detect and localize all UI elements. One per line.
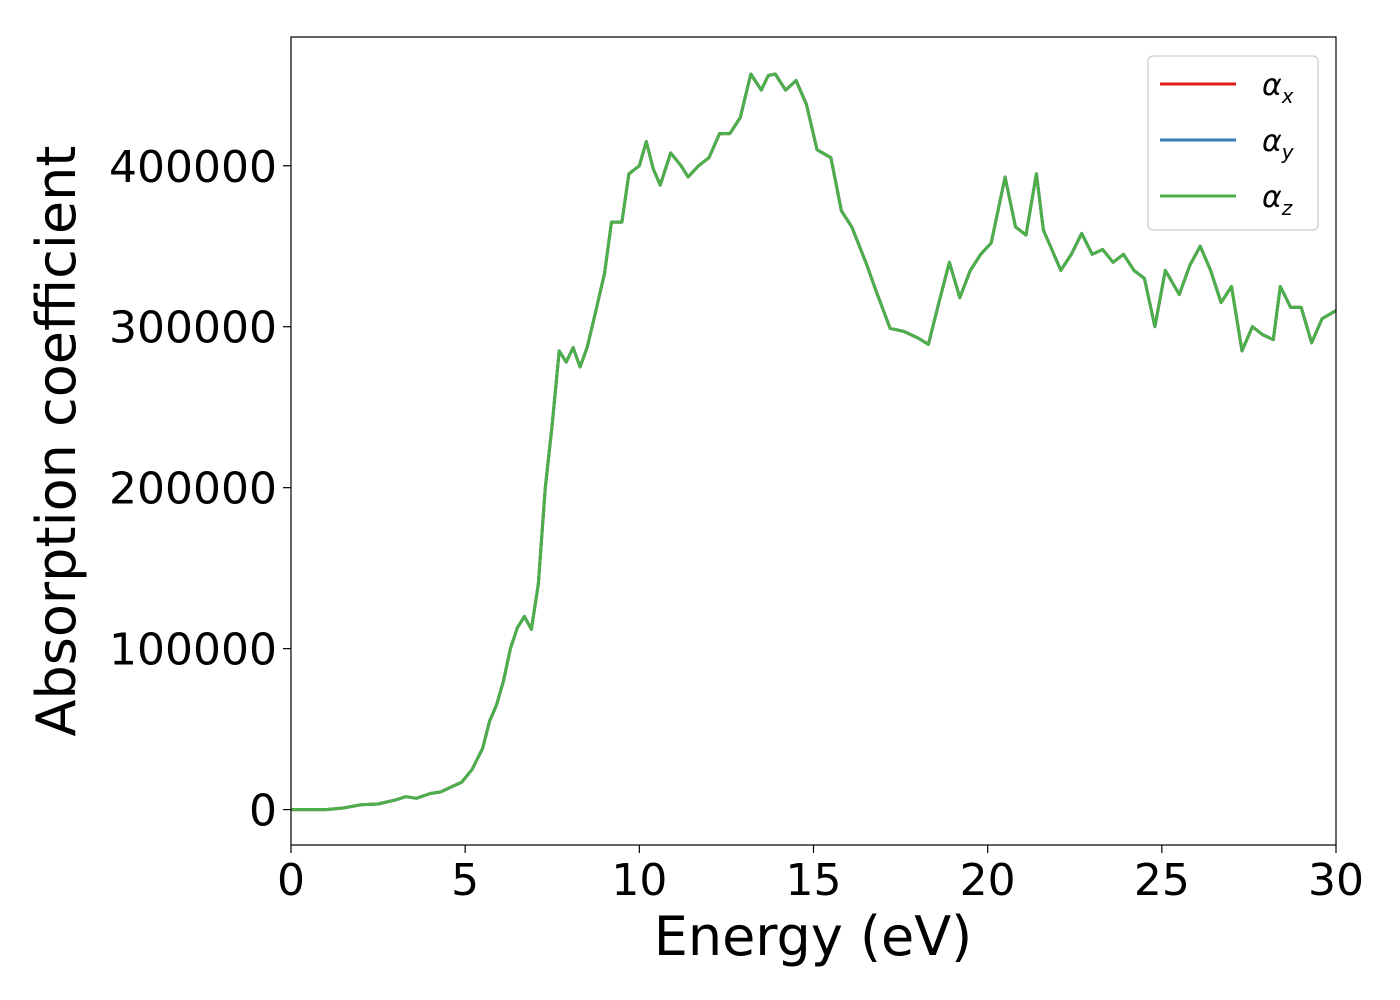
y-axis-ticks: 0 100000 200000 300000 400000 bbox=[109, 142, 291, 837]
legend-label-alpha-x: αx bbox=[1262, 68, 1294, 108]
x-tick-label: 10 bbox=[611, 855, 667, 906]
series-layer bbox=[291, 72, 1337, 812]
x-tick-label: 20 bbox=[960, 855, 1016, 906]
y-tick-label: 200000 bbox=[109, 464, 277, 515]
legend: αx αy αz bbox=[1147, 55, 1319, 231]
x-axis-ticks: 0 5 10 15 20 25 30 bbox=[277, 845, 1364, 906]
x-tick-label: 15 bbox=[786, 855, 842, 906]
series-line-alpha-z bbox=[291, 72, 1337, 812]
y-tick-label: 400000 bbox=[109, 142, 277, 193]
x-axis-title: Energy (eV) bbox=[654, 905, 973, 968]
legend-label-alpha-z: αz bbox=[1262, 180, 1293, 220]
y-tick-label: 300000 bbox=[109, 303, 277, 354]
y-tick-label: 100000 bbox=[109, 625, 277, 676]
y-axis-title: Absorption coefficient bbox=[25, 146, 88, 737]
x-tick-label: 30 bbox=[1308, 855, 1364, 906]
x-tick-label: 0 bbox=[277, 855, 305, 906]
x-tick-label: 5 bbox=[451, 855, 479, 906]
y-tick-label: 0 bbox=[249, 786, 277, 837]
x-tick-label: 25 bbox=[1134, 855, 1190, 906]
legend-label-alpha-y: αy bbox=[1262, 124, 1295, 164]
legend-box bbox=[1147, 55, 1319, 231]
